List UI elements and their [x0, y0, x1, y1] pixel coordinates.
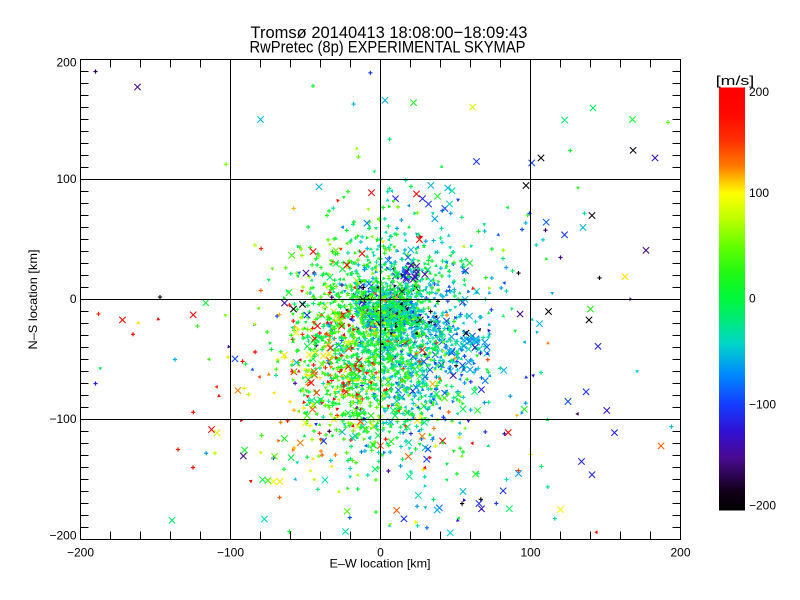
svg-text:0: 0 — [70, 292, 77, 306]
svg-text:RwPretec (8p) EXPERIMENTAL SKY: RwPretec (8p) EXPERIMENTAL SKYMAP — [250, 37, 526, 56]
svg-text:100: 100 — [56, 172, 76, 186]
svg-text:200: 200 — [670, 545, 690, 559]
svg-text:−100: −100 — [49, 412, 76, 426]
svg-text:−200: −200 — [49, 529, 76, 543]
svg-text:100: 100 — [520, 545, 540, 559]
svg-text:200: 200 — [56, 56, 76, 70]
svg-text:E–W location [km]: E–W location [km] — [330, 557, 431, 571]
svg-text:200: 200 — [749, 85, 769, 99]
svg-text:[m/s]: [m/s] — [716, 73, 755, 88]
svg-text:−100: −100 — [217, 545, 244, 559]
svg-text:−100: −100 — [749, 397, 776, 411]
svg-text:0: 0 — [377, 545, 384, 559]
svg-text:−200: −200 — [749, 499, 776, 513]
svg-text:N–S location [km]: N–S location [km] — [26, 250, 40, 350]
svg-text:0: 0 — [749, 292, 756, 306]
svg-text:Tromsø 20140413 18:08:00−18:09: Tromsø 20140413 18:08:00−18:09:43 — [251, 23, 528, 42]
svg-text:−200: −200 — [67, 545, 94, 559]
svg-text:100: 100 — [749, 186, 769, 200]
